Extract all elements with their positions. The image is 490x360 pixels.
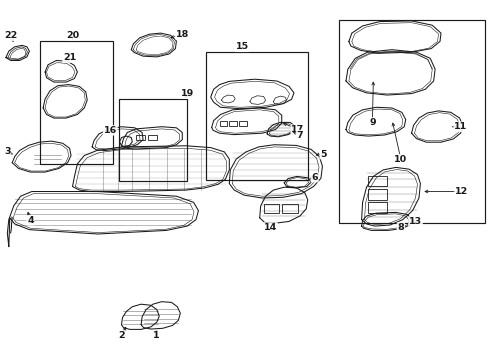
- Bar: [339, 20, 485, 223]
- Text: 13: 13: [409, 217, 422, 226]
- Text: 20: 20: [66, 31, 79, 40]
- Text: 3: 3: [4, 148, 11, 156]
- Bar: [368, 202, 387, 213]
- Text: 12: 12: [455, 187, 468, 196]
- Text: 21: 21: [63, 53, 76, 62]
- Text: 15: 15: [236, 42, 248, 51]
- Text: 17: 17: [291, 125, 305, 134]
- Text: 4: 4: [27, 216, 34, 225]
- Text: 11: 11: [454, 122, 467, 131]
- Bar: [368, 189, 387, 200]
- Bar: [148, 135, 157, 140]
- Text: 14: 14: [264, 223, 277, 232]
- Bar: [206, 52, 308, 180]
- Bar: [40, 41, 113, 164]
- Bar: [368, 176, 387, 186]
- Bar: [239, 121, 247, 126]
- Bar: [136, 135, 145, 140]
- Bar: [229, 121, 237, 126]
- Text: 1: 1: [152, 331, 159, 340]
- Text: 9: 9: [369, 118, 376, 127]
- Text: 5: 5: [320, 150, 327, 158]
- Text: 8: 8: [397, 223, 404, 232]
- Bar: [119, 99, 187, 181]
- Text: 10: 10: [394, 154, 407, 163]
- Text: 16: 16: [103, 126, 117, 135]
- Bar: [282, 204, 298, 213]
- Text: 7: 7: [296, 130, 303, 139]
- Text: 19: 19: [180, 89, 194, 98]
- Text: 18: 18: [175, 30, 189, 39]
- Text: 22: 22: [4, 31, 18, 40]
- Bar: [264, 204, 279, 213]
- Text: 6: 6: [311, 173, 318, 181]
- Text: 2: 2: [118, 331, 125, 340]
- Bar: [220, 121, 227, 126]
